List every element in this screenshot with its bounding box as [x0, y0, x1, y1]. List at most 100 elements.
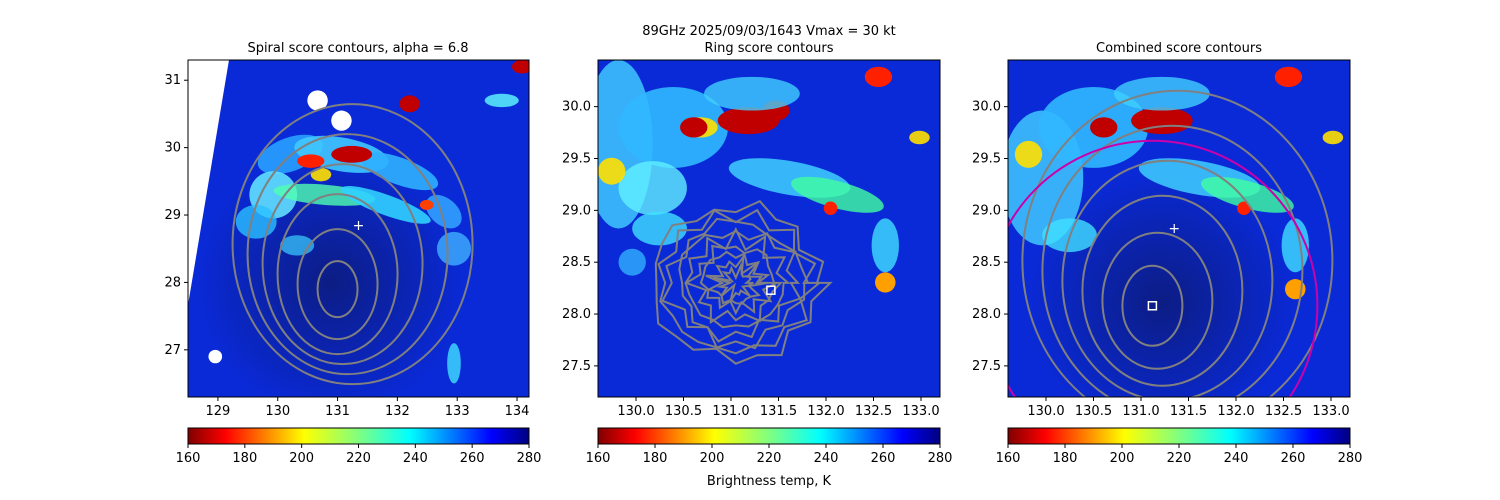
x-tick-label: 133: [445, 404, 470, 419]
contour-line: [246, 133, 449, 376]
brightness-cell: [425, 194, 462, 229]
panel-title: Ring score contours: [704, 41, 833, 56]
colorbar-tick-label: 240: [403, 451, 428, 466]
heatmap-area: [188, 60, 529, 397]
x-tick-label: 132: [385, 404, 410, 419]
panel-spiral: Spiral score contours, alpha = 6.8 129 13…: [164, 41, 530, 419]
panel-title: Combined score contours: [1096, 41, 1262, 56]
contour-line: [231, 103, 474, 386]
colorbar-tick-label: 200: [289, 451, 314, 466]
brightness-cell: [618, 161, 687, 216]
heatmap-area: [1008, 60, 1350, 397]
brightness-cell: [307, 90, 328, 111]
brightness-cell: [340, 186, 431, 224]
brightness-cell: [331, 145, 373, 163]
x-tick-label: 133.0: [902, 404, 939, 419]
figure-suptitle: 89GHz 2025/09/03/1643 Vmax = 30 kt: [642, 24, 896, 39]
contour-line: [699, 250, 778, 316]
contour-line: [1061, 159, 1274, 397]
x-tick-label: 133.0: [1312, 404, 1349, 419]
contour-line: [654, 199, 833, 365]
brightness-cell: [436, 231, 472, 266]
brightness-cell: [1237, 201, 1251, 216]
brightness-cell: [1201, 176, 1294, 213]
brightness-cell: [484, 93, 519, 108]
brightness-cell: [399, 95, 420, 113]
square-marker: [766, 285, 776, 295]
colorbar-tick-label: 200: [1110, 451, 1135, 466]
y-tick-label: 28.0: [562, 307, 591, 322]
brightness-cell: [1131, 107, 1193, 135]
y-tick-label: 30.0: [972, 100, 1001, 115]
x-tick-label: 131.0: [712, 404, 749, 419]
fit-circle: [1008, 139, 1319, 397]
plot-frame: [187, 59, 530, 398]
contour-line: [296, 228, 379, 341]
x-tick-label: 130.5: [665, 404, 702, 419]
x-tick-label: 132.5: [855, 404, 892, 419]
no-data-region: [188, 60, 229, 305]
square-marker: [1147, 301, 1158, 311]
colorbar-tick-label: 260: [1281, 451, 1306, 466]
colorbar: [1007, 427, 1351, 445]
y-tick-label: 28.0: [972, 307, 1001, 322]
contour-line: [1121, 264, 1184, 347]
brightness-cell: [297, 154, 325, 168]
brightness-cell: [875, 272, 896, 293]
brightness-cell: [823, 201, 838, 216]
colorbar-tick-label: 280: [928, 451, 953, 466]
colorbar-tick-label: 160: [996, 451, 1021, 466]
colorbar-tick-label: 240: [814, 451, 839, 466]
brightness-cell: [871, 218, 899, 273]
colorbar-label: Brightness temp, K: [707, 474, 832, 489]
x-tick-label: 131.0: [1122, 404, 1159, 419]
contour-line: [657, 208, 823, 355]
y-tick-label: 29.5: [562, 152, 591, 167]
x-tick-label: 131.5: [760, 404, 797, 419]
y-tick-label: 28.5: [972, 255, 1001, 270]
y-tick-label: 27.5: [562, 359, 591, 374]
brightness-cell: [864, 66, 893, 87]
brightness-cell: [618, 248, 646, 276]
colorbar-tick-label: 160: [586, 451, 611, 466]
x-tick-label: 130: [265, 404, 290, 419]
colorbar-tick-label: 180: [1053, 451, 1078, 466]
colorbar: [187, 427, 530, 445]
y-tick-label: 29.5: [972, 152, 1001, 167]
colorbar-tick-label: 160: [176, 451, 201, 466]
contour-line: [678, 229, 802, 343]
brightness-cell: [511, 60, 529, 74]
colorbar-tick-label: 260: [871, 451, 896, 466]
contour-line: [683, 244, 783, 325]
brightness-cell: [618, 86, 728, 168]
x-tick-label: 132.0: [1217, 404, 1254, 419]
brightness-cell: [909, 130, 930, 145]
plot-frame: [1007, 59, 1351, 398]
x-tick-label: 132.5: [1265, 404, 1302, 419]
contour-line: [276, 193, 399, 356]
y-tick-label: 28.5: [562, 255, 591, 270]
panel-ring: Ring score contours 130.0 130.5 131.0 131.5…: [562, 41, 941, 419]
panel-combined: Combined score contours 130.0 130.5 131.0 1…: [972, 41, 1351, 419]
plot-frame: [597, 59, 941, 398]
brightness-cell: [360, 152, 439, 191]
x-tick-label: 129: [205, 404, 230, 419]
x-tick-label: 132.0: [807, 404, 844, 419]
contour-line: [1021, 89, 1334, 397]
y-tick-label: 28: [164, 275, 181, 290]
y-tick-label: 27.5: [972, 359, 1001, 374]
contour-line: [1081, 194, 1244, 387]
contour-line: [661, 217, 810, 350]
y-tick-label: 27: [164, 343, 181, 358]
colorbar-tick-label: 180: [232, 451, 257, 466]
brightness-cell: [680, 117, 708, 138]
brightness-cell: [598, 157, 626, 185]
brightness-cell: [1014, 140, 1043, 168]
colorbar-tick-label: 220: [1167, 451, 1192, 466]
x-tick-label: 130.5: [1075, 404, 1112, 419]
x-tick-label: 131: [325, 404, 350, 419]
brightness-cell: [447, 343, 461, 384]
colorbar-tick-label: 180: [643, 451, 668, 466]
center-marker: +: [353, 218, 365, 234]
